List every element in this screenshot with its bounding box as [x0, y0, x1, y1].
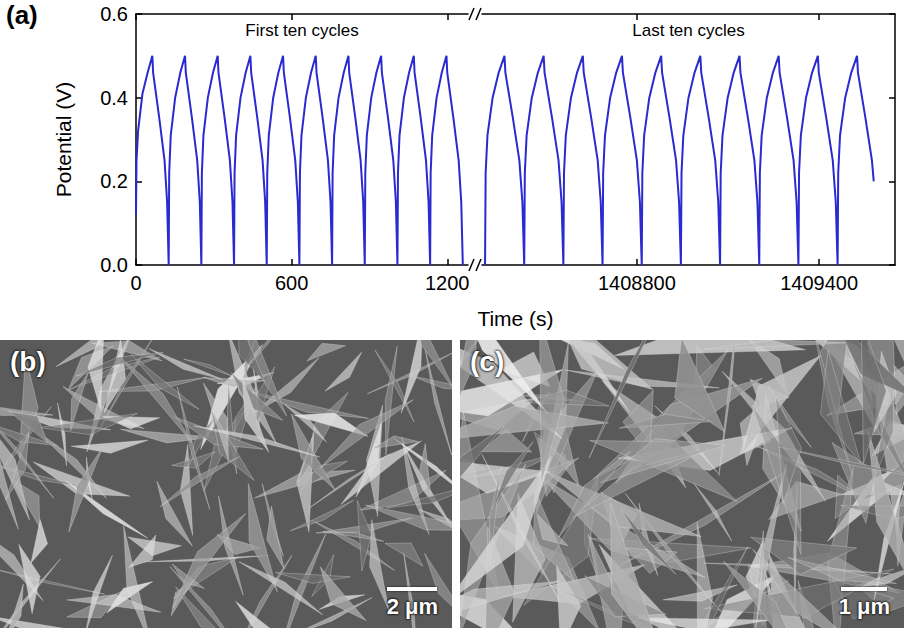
svg-text:1200: 1200 — [425, 272, 470, 294]
svg-text:0.2: 0.2 — [100, 170, 128, 192]
html-text:(b): (b) — [10, 346, 46, 377]
svg-text:1409400: 1409400 — [780, 272, 858, 294]
svg-text:0: 0 — [130, 272, 141, 294]
svg-text:Time (s): Time (s) — [477, 307, 553, 330]
svg-text:Potential (V): Potential (V) — [52, 82, 75, 198]
svg-text:600: 600 — [275, 272, 308, 294]
svg-text:(a): (a) — [6, 0, 38, 30]
svg-text:0.0: 0.0 — [100, 254, 128, 276]
svg-text:First ten cycles: First ten cycles — [245, 21, 358, 40]
html-text:2 μm: 2 μm — [386, 594, 438, 619]
html-text:(c): (c) — [470, 346, 505, 377]
svg-text:Last ten cycles: Last ten cycles — [632, 21, 744, 40]
svg-text:0.4: 0.4 — [100, 87, 128, 109]
svg-text:1408800: 1408800 — [598, 272, 676, 294]
html-text:1 μm: 1 μm — [838, 594, 890, 619]
svg-text:0.6: 0.6 — [100, 3, 128, 25]
